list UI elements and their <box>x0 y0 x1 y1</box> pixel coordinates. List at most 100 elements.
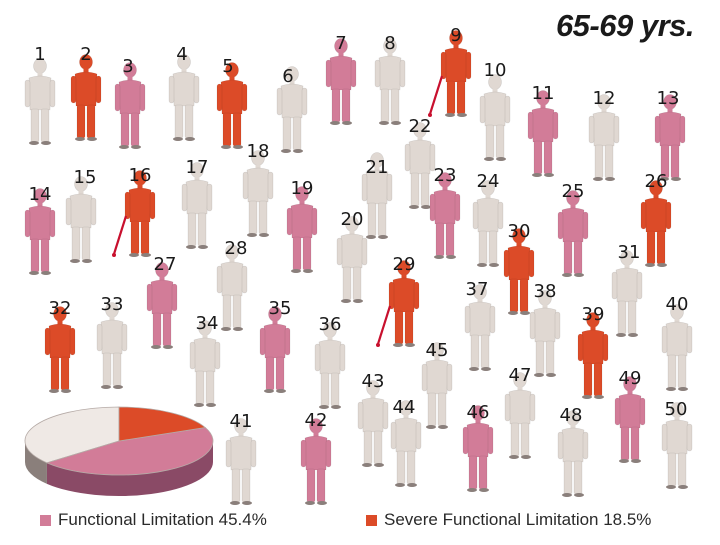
person-figure <box>464 284 496 371</box>
person-figure <box>376 260 420 347</box>
cane-icon <box>112 215 128 257</box>
person-28: 28 <box>216 238 248 331</box>
person-figure <box>357 380 389 467</box>
person-number-label: 35 <box>269 298 292 319</box>
person-figure <box>421 342 453 429</box>
person-38: 38 <box>529 281 561 377</box>
person-figure <box>588 94 620 181</box>
cane-icon <box>376 305 392 347</box>
person-figure <box>65 176 97 263</box>
person-23: 23 <box>429 165 461 259</box>
person-figure <box>168 54 200 141</box>
person-3: 3 <box>114 56 146 149</box>
person-number-label: 41 <box>230 411 253 432</box>
person-number-label: 30 <box>508 221 531 242</box>
person-figure <box>479 74 511 161</box>
person-4: 4 <box>168 44 200 141</box>
person-40: 40 <box>661 294 693 391</box>
person-number-label: 19 <box>291 178 314 199</box>
person-12: 12 <box>588 88 620 181</box>
person-26: 26 <box>640 171 672 267</box>
person-number-label: 25 <box>562 181 585 202</box>
person-number-label: 46 <box>467 402 490 423</box>
person-number-label: 2 <box>80 44 91 65</box>
person-25: 25 <box>557 181 589 277</box>
person-number-label: 15 <box>74 167 97 188</box>
person-21: 21 <box>361 152 393 239</box>
legend-label-limitation: Functional Limitation 45.4% <box>58 510 267 529</box>
person-figure <box>216 244 248 331</box>
person-figure <box>429 172 461 259</box>
person-figure <box>462 405 494 492</box>
person-47: 47 <box>504 365 536 459</box>
person-number-label: 12 <box>593 88 616 109</box>
pie-slice-limitation <box>45 427 214 476</box>
person-49: 49 <box>614 368 646 463</box>
person-42: 42 <box>300 410 332 505</box>
person-number-label: 21 <box>366 157 389 178</box>
person-39: 39 <box>577 304 609 399</box>
legend-item-limitation: Functional Limitation 45.4% <box>40 510 267 530</box>
person-figure <box>146 262 178 349</box>
person-number-label: 16 <box>129 165 152 186</box>
person-figure <box>259 306 291 393</box>
person-2: 2 <box>70 44 102 141</box>
person-figure <box>286 186 318 273</box>
person-27: 27 <box>146 254 178 349</box>
person-19: 19 <box>286 178 318 273</box>
person-number-label: 23 <box>434 165 457 186</box>
person-figure <box>577 312 609 399</box>
person-30: 30 <box>503 221 535 315</box>
person-number-label: 9 <box>450 25 461 46</box>
person-figure <box>336 216 368 303</box>
person-figure <box>529 290 561 377</box>
person-number-label: 26 <box>645 171 668 192</box>
person-number-label: 11 <box>532 83 555 104</box>
person-7: 7 <box>325 33 357 125</box>
pie-slice-none <box>24 406 120 464</box>
person-figure <box>189 320 221 407</box>
pie-slice-severe <box>118 406 207 442</box>
person-number-label: 14 <box>29 184 52 205</box>
person-32: 32 <box>44 298 76 393</box>
person-number-label: 24 <box>477 171 500 192</box>
person-figure <box>114 62 146 149</box>
person-number-label: 27 <box>154 254 177 275</box>
person-figure <box>374 38 406 125</box>
person-figure <box>614 376 646 463</box>
person-number-label: 31 <box>618 242 641 263</box>
person-36: 36 <box>314 314 346 409</box>
person-15: 15 <box>65 167 97 263</box>
person-number-label: 13 <box>657 88 680 109</box>
pie-side-limitation <box>46 441 213 496</box>
person-figure <box>276 66 308 153</box>
person-number-label: 39 <box>582 304 605 325</box>
person-number-label: 17 <box>186 157 209 178</box>
person-11: 11 <box>527 83 559 177</box>
person-figure <box>314 322 346 409</box>
person-number-label: 22 <box>409 116 432 137</box>
person-figure <box>640 180 672 267</box>
person-number-label: 3 <box>122 56 133 77</box>
person-31: 31 <box>611 242 643 337</box>
person-46: 46 <box>462 402 494 492</box>
person-figure <box>661 402 693 489</box>
person-figure <box>361 152 393 239</box>
person-number-label: 44 <box>393 397 416 418</box>
person-number-label: 45 <box>426 340 449 361</box>
person-number-label: 8 <box>384 33 395 54</box>
person-number-label: 4 <box>176 44 187 65</box>
person-44: 44 <box>390 397 422 487</box>
person-41: 41 <box>225 411 257 505</box>
person-figure <box>44 306 76 393</box>
person-figure <box>527 90 559 177</box>
person-number-label: 43 <box>362 371 385 392</box>
legend-swatch-severe <box>366 514 377 526</box>
person-number-label: 1 <box>34 44 45 65</box>
person-18: 18 <box>242 141 274 237</box>
person-figure <box>404 122 436 209</box>
person-figure <box>654 94 686 181</box>
person-number-label: 37 <box>466 279 489 300</box>
